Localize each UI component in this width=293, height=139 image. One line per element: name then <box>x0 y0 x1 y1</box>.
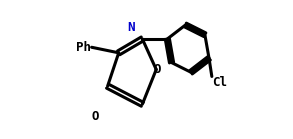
Text: N: N <box>127 21 134 34</box>
Text: Cl: Cl <box>212 75 227 89</box>
Text: O: O <box>153 63 161 76</box>
Text: O: O <box>91 110 99 123</box>
Text: Ph: Ph <box>76 41 91 54</box>
